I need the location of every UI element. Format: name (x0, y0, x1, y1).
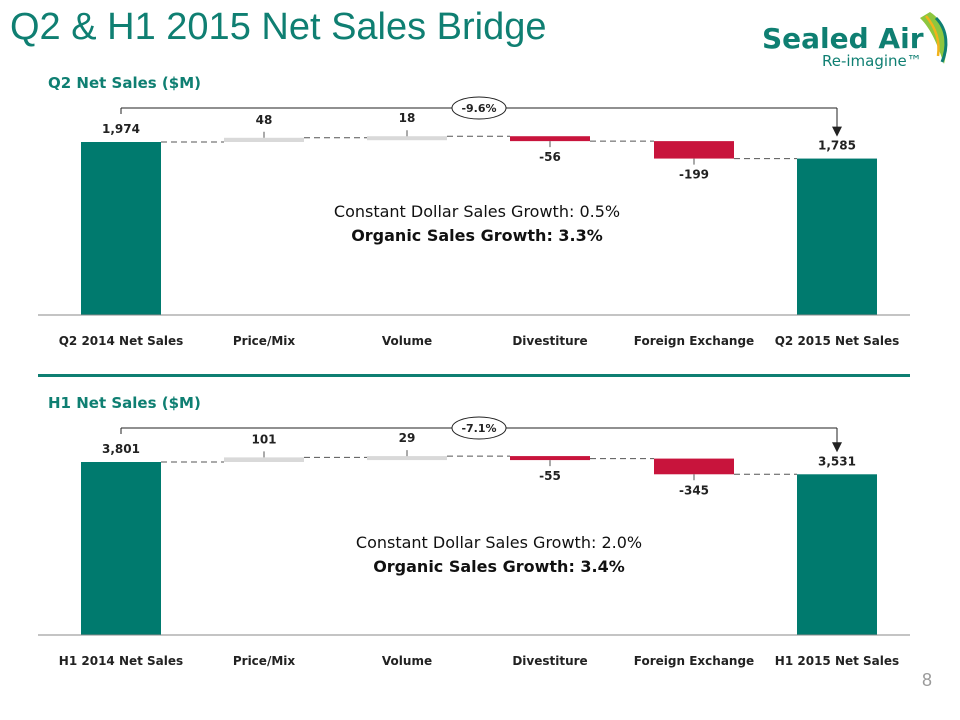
bar-2 (367, 136, 447, 141)
section-divider (38, 374, 910, 377)
bar-4 (654, 141, 734, 159)
category-label: Price/Mix (233, 654, 296, 668)
category-label: Q2 2015 Net Sales (775, 334, 900, 348)
sealed-air-logo: Sealed Air Re-imagine™ (762, 12, 948, 70)
logo-tagline: Re-imagine™ (822, 52, 922, 70)
h1-net-sales-chart: H1 Net Sales ($M) 3,801 H1 2014 Net Sales 1… (38, 394, 910, 668)
category-label: Divestiture (512, 654, 587, 668)
annotation-line-1: Constant Dollar Sales Growth: 2.0% (356, 533, 642, 552)
data-label: 18 (399, 111, 416, 125)
page-number: 8 (922, 670, 933, 690)
category-label: Volume (382, 334, 432, 348)
category-label: Foreign Exchange (634, 654, 754, 668)
bar-4 (654, 458, 734, 475)
data-label: -345 (679, 483, 709, 497)
data-label: 48 (256, 113, 273, 127)
data-label: -55 (539, 469, 561, 483)
bracket-arrow-icon (832, 442, 842, 453)
data-label: 29 (399, 431, 416, 445)
annotation-line-2: Organic Sales Growth: 3.4% (373, 557, 625, 576)
category-label: Foreign Exchange (634, 334, 754, 348)
category-label: Q2 2014 Net Sales (59, 334, 184, 348)
logo-wordmark: Sealed Air (762, 22, 924, 55)
bar-1 (224, 457, 304, 462)
change-label: -7.1% (461, 422, 496, 435)
data-label: 101 (251, 432, 276, 446)
data-label: -199 (679, 168, 709, 182)
category-label: Price/Mix (233, 334, 296, 348)
data-label: 1,785 (818, 139, 856, 153)
category-label: Divestiture (512, 334, 587, 348)
bar-5 (797, 474, 877, 635)
bar-3 (510, 136, 590, 142)
bar-1 (224, 137, 304, 142)
category-label: H1 2014 Net Sales (59, 654, 183, 668)
change-label: -9.6% (461, 102, 496, 115)
chart-title: H1 Net Sales ($M) (48, 394, 201, 412)
bar-0 (81, 142, 161, 315)
page-title: Q2 & H1 2015 Net Sales Bridge (10, 6, 547, 48)
data-label: 1,974 (102, 122, 140, 136)
change-oval (451, 416, 507, 440)
data-label: 3,801 (102, 442, 140, 456)
annotation-line-1: Constant Dollar Sales Growth: 0.5% (334, 202, 620, 221)
annotation-line-2: Organic Sales Growth: 3.3% (351, 226, 603, 245)
category-label: H1 2015 Net Sales (775, 654, 899, 668)
q2-net-sales-chart: Q2 Net Sales ($M) 1,974 Q2 2014 Net Sales 4… (38, 74, 910, 348)
chart-title: Q2 Net Sales ($M) (48, 74, 201, 92)
data-label: 3,531 (818, 454, 856, 468)
data-label: -56 (539, 150, 561, 164)
bar-3 (510, 456, 590, 461)
bar-5 (797, 158, 877, 315)
change-oval (451, 96, 507, 120)
bar-2 (367, 456, 447, 461)
category-label: Volume (382, 654, 432, 668)
bracket-arrow-icon (832, 126, 842, 137)
bar-0 (81, 462, 161, 635)
